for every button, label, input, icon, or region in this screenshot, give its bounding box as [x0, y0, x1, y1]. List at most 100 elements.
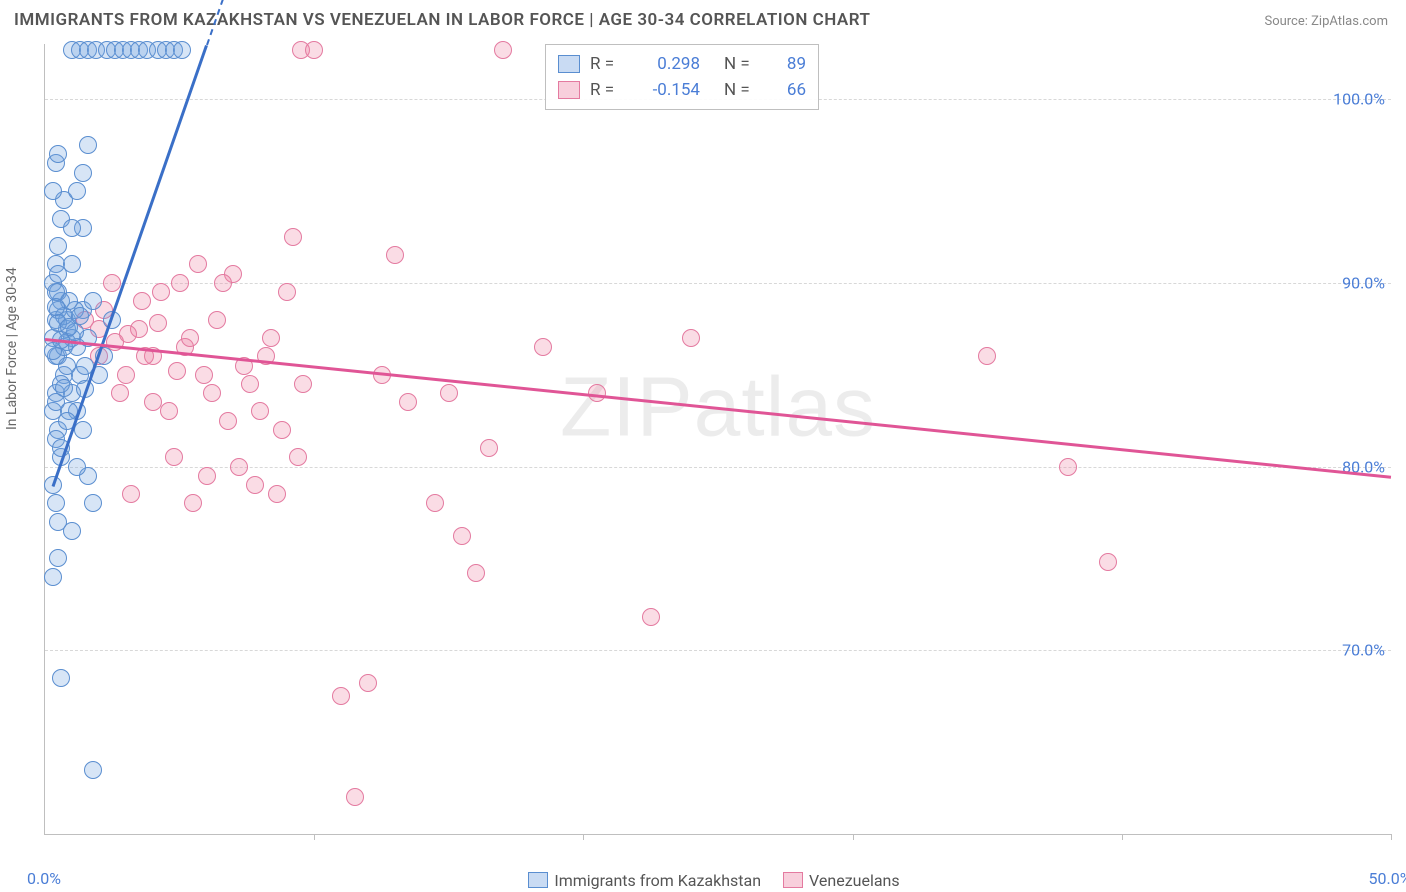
data-point: [171, 274, 189, 292]
data-point: [386, 246, 404, 264]
data-point: [44, 568, 62, 586]
data-point: [52, 669, 70, 687]
data-point: [84, 292, 102, 310]
legend-item: Venezuelans: [761, 871, 900, 890]
data-point: [74, 164, 92, 182]
trend-line: [45, 338, 1391, 479]
source-attribution: Source: ZipAtlas.com: [1264, 14, 1388, 29]
data-point: [246, 476, 264, 494]
data-point: [453, 527, 471, 545]
legend-N-value: 89: [770, 54, 806, 74]
data-point: [268, 485, 286, 503]
x-tick: [1122, 834, 1123, 840]
data-point: [273, 421, 291, 439]
data-point: [426, 494, 444, 512]
data-point: [198, 467, 216, 485]
x-tick: [1391, 834, 1392, 840]
data-point: [332, 687, 350, 705]
data-point: [173, 41, 191, 59]
x-tick: [583, 834, 584, 840]
data-point: [84, 761, 102, 779]
data-point: [284, 228, 302, 246]
data-point: [203, 384, 221, 402]
y-tick-label: 90.0%: [1342, 273, 1385, 292]
data-point: [346, 788, 364, 806]
data-point: [119, 325, 137, 343]
data-point: [49, 265, 67, 283]
data-point: [219, 412, 237, 430]
data-point: [262, 329, 280, 347]
data-point: [47, 298, 65, 316]
legend-R-value: -0.154: [636, 80, 700, 100]
data-point: [208, 311, 226, 329]
data-point: [642, 608, 660, 626]
data-point: [44, 182, 62, 200]
chart-title: IMMIGRANTS FROM KAZAKHSTAN VS VENEZUELAN…: [14, 10, 871, 30]
legend-series: Immigrants from Kazakhstan Venezuelans: [0, 871, 1406, 890]
legend-N-value: 66: [770, 80, 806, 100]
y-tick-label: 70.0%: [1342, 641, 1385, 660]
data-point: [160, 402, 178, 420]
data-point: [440, 384, 458, 402]
data-point: [63, 219, 81, 237]
y-axis-label: In Labor Force | Age 30-34: [4, 267, 20, 430]
legend-R-value: 0.298: [636, 54, 700, 74]
data-point: [978, 347, 996, 365]
legend-N-label: N =: [724, 54, 760, 74]
data-point: [214, 274, 232, 292]
data-point: [111, 384, 129, 402]
gridline-h: [45, 650, 1391, 651]
data-point: [63, 522, 81, 540]
data-point: [47, 494, 65, 512]
scatter-chart: ZIPatlas 70.0%80.0%90.0%100.0%: [44, 44, 1391, 835]
data-point: [399, 393, 417, 411]
legend-swatch: [558, 81, 580, 99]
gridline-h: [45, 283, 1391, 284]
data-point: [133, 292, 151, 310]
data-point: [241, 375, 259, 393]
data-point: [117, 366, 135, 384]
legend-R-label: R =: [590, 54, 626, 74]
data-point: [149, 314, 167, 332]
data-point: [84, 494, 102, 512]
data-point: [278, 283, 296, 301]
data-point: [122, 485, 140, 503]
data-point: [480, 439, 498, 457]
legend-row: R = -0.154 N = 66: [558, 77, 806, 103]
data-point: [251, 402, 269, 420]
data-point: [181, 329, 199, 347]
data-point: [1099, 553, 1117, 571]
data-point: [195, 366, 213, 384]
data-point: [467, 564, 485, 582]
legend-R-label: R =: [590, 80, 626, 100]
data-point: [494, 41, 512, 59]
data-point: [103, 274, 121, 292]
data-point: [49, 237, 67, 255]
data-point: [189, 255, 207, 273]
legend-swatch: [558, 55, 580, 73]
x-tick: [853, 834, 854, 840]
data-point: [682, 329, 700, 347]
data-point: [68, 458, 86, 476]
y-tick-label: 100.0%: [1333, 90, 1385, 109]
data-point: [49, 549, 67, 567]
data-point: [71, 307, 89, 325]
data-point: [294, 375, 312, 393]
legend-N-label: N =: [724, 80, 760, 100]
data-point: [152, 283, 170, 301]
data-point: [305, 41, 323, 59]
data-point: [359, 674, 377, 692]
legend-row: R = 0.298 N = 89: [558, 51, 806, 77]
legend-label: Immigrants from Kazakhstan: [554, 871, 761, 890]
data-point: [534, 338, 552, 356]
x-tick: [314, 834, 315, 840]
legend-correlation-box: R = 0.298 N = 89 R = -0.154 N = 66: [545, 44, 819, 110]
x-tick-label: 50.0%: [1369, 869, 1406, 888]
data-point: [165, 448, 183, 466]
legend-label: Venezuelans: [809, 871, 900, 890]
data-point: [79, 136, 97, 154]
data-point: [289, 448, 307, 466]
data-point: [49, 145, 67, 163]
x-tick-label: 0.0%: [27, 869, 61, 888]
data-point: [55, 379, 73, 397]
